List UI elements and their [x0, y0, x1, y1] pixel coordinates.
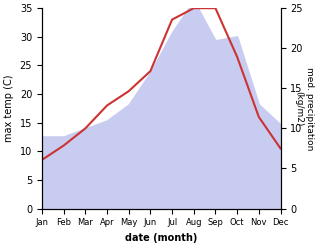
X-axis label: date (month): date (month) [125, 233, 197, 243]
Y-axis label: med. precipitation
(kg/m2): med. precipitation (kg/m2) [294, 67, 314, 150]
Y-axis label: max temp (C): max temp (C) [4, 75, 14, 142]
